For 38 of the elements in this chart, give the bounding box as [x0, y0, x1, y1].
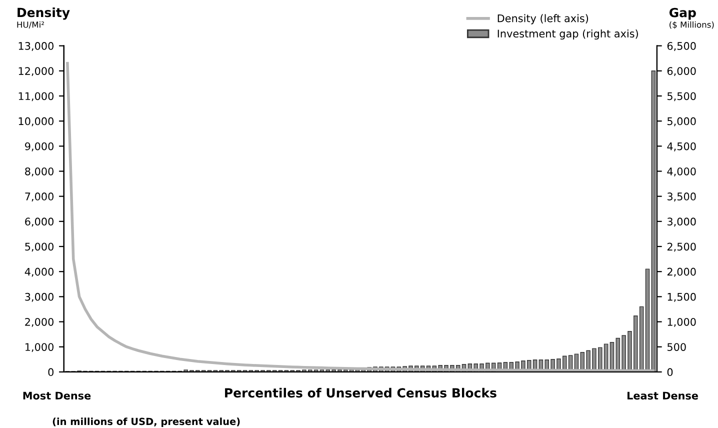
y-tick-label: 4,000: [24, 268, 54, 277]
y-tick-label: 7,000: [25, 192, 54, 202]
y2-tick-label: 3,500: [667, 192, 696, 202]
y-tick-label: 10,000: [18, 117, 54, 126]
y2-tick-label: 6,500: [667, 42, 696, 51]
text: (in millions of USD, present value): [52, 418, 240, 427]
y-tick-label: 13,000: [18, 42, 54, 51]
y2-tick-label: 1,500: [668, 292, 696, 302]
y-tick-label: 0: [48, 368, 54, 376]
y2-tick-label: 2,000: [667, 268, 696, 277]
y-tick-label: 5,000: [25, 242, 54, 252]
y-tick-label: 2,000: [25, 318, 54, 327]
text: Most Dense: [23, 392, 91, 400]
text: HU/Mi²: [17, 21, 44, 28]
y-tick-label: 12,000: [18, 67, 54, 76]
text: Least Dense: [628, 392, 698, 400]
y-axis-title: Density: [18, 8, 70, 20]
y2-axis-title: Gap: [669, 8, 696, 20]
y2-tick-label: 1,000: [668, 318, 696, 327]
y2-tick-label: 4,000: [667, 167, 696, 176]
y2-tick-label: 5,000: [667, 117, 696, 126]
y2-tick-label: 5,500: [667, 92, 696, 102]
legend-label: Density (left axis): [498, 14, 588, 24]
y-tick-label: 1,000: [26, 343, 54, 352]
y2-tick-label: 3,000: [667, 218, 696, 227]
y-tick-label: 3,000: [25, 292, 54, 302]
y2-tick-label: 500: [667, 343, 686, 351]
y-tick-label: 6,000: [25, 218, 54, 227]
y2-tick-label: 6,000: [667, 67, 696, 76]
y-tick-label: 11,000: [18, 92, 54, 102]
y2-tick-label: 0: [667, 368, 673, 376]
x-axis-title: Percentiles of Unserved Census Blocks: [225, 388, 496, 398]
y2-tick-label: 2,500: [667, 242, 696, 252]
legend-label: Investment gap (right axis): [498, 29, 638, 40]
y-tick-label: 9,000: [25, 142, 54, 152]
text: ($ Millions): [670, 21, 714, 29]
y2-tick-label: 4,500: [667, 142, 696, 152]
y-tick-label: 8,000: [25, 167, 54, 176]
